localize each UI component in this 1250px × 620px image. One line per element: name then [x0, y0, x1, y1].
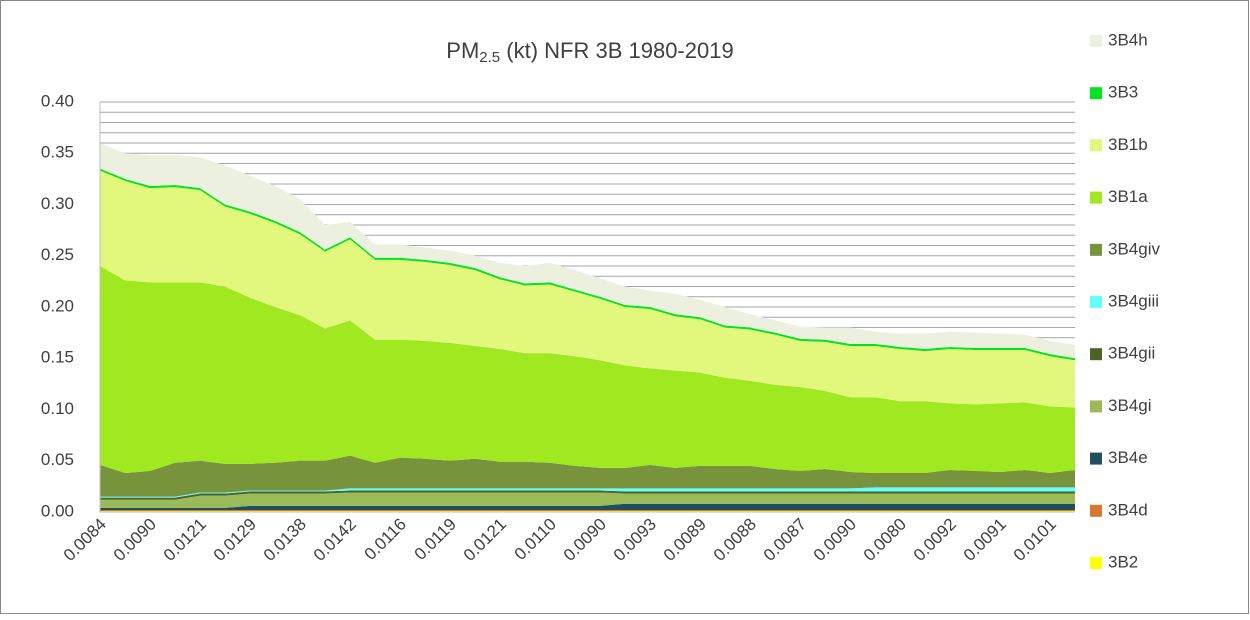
- y-tick-label: 0.15: [41, 348, 74, 367]
- legend-swatch: [1090, 296, 1102, 308]
- legend-swatch: [1090, 191, 1102, 204]
- legend-label: 3B4e: [1108, 448, 1148, 467]
- area: [100, 503, 1075, 510]
- chart-title: PM2.5 (kt) NFR 3B 1980-2019: [446, 38, 733, 66]
- legend-swatch: [1090, 87, 1102, 100]
- legend-label: 3B4gii: [1108, 344, 1155, 363]
- area: [100, 509, 1075, 511]
- area: [100, 490, 1075, 500]
- y-tick-label: 0.25: [41, 245, 74, 264]
- area: [100, 170, 1075, 408]
- y-tick-label: 0.05: [41, 450, 74, 469]
- area: [100, 487, 1075, 498]
- legend-label: 3B1b: [1108, 135, 1148, 154]
- legend-label: 3B4giii: [1108, 291, 1159, 310]
- legend-label: 3B4h: [1108, 30, 1148, 49]
- title-rest: (kt) NFR 3B 1980-2019: [500, 38, 734, 63]
- area: [100, 492, 1075, 508]
- legend-swatch: [1090, 35, 1102, 47]
- legend-label: 3B1a: [1108, 187, 1148, 206]
- y-tick-label: 0.10: [41, 399, 74, 418]
- title-subscript: 2.5: [479, 49, 500, 66]
- legend-label: 3B3: [1108, 83, 1138, 102]
- legend-swatch: [1090, 243, 1102, 256]
- y-tick-label: 0.30: [41, 194, 74, 213]
- legend-label: 3B4giv: [1108, 239, 1160, 258]
- legend-swatch: [1090, 400, 1102, 413]
- legend-label: 3B4gi: [1108, 396, 1151, 415]
- y-tick-label: 0.40: [41, 91, 74, 110]
- area: [100, 266, 1075, 474]
- legend-label: 3B4d: [1108, 500, 1148, 519]
- legend-swatch: [1090, 557, 1102, 569]
- y-tick-label: 0.20: [41, 296, 74, 315]
- legend-label: 3B2: [1108, 552, 1138, 571]
- legend-swatch: [1090, 452, 1102, 465]
- area: [100, 455, 1075, 497]
- title-main: PM: [446, 38, 479, 63]
- y-tick-label: 0.00: [41, 501, 74, 520]
- legend-swatch: [1090, 139, 1102, 152]
- area: [100, 143, 1075, 359]
- y-tick-label: 0.35: [41, 143, 74, 162]
- legend-swatch: [1090, 348, 1102, 361]
- legend-swatch: [1090, 504, 1102, 517]
